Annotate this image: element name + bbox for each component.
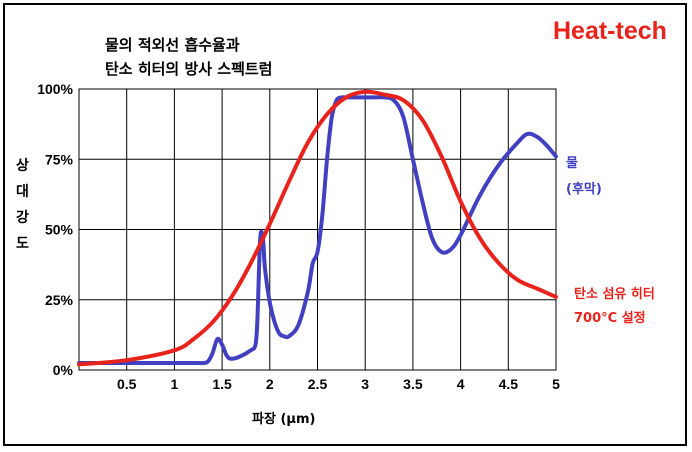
x-axis-label: 파장 (μm) xyxy=(252,411,315,427)
y-tick-label: 75% xyxy=(45,151,74,167)
y-axis-label-2: 대 xyxy=(16,184,29,200)
y-tick-label: 0% xyxy=(53,362,74,378)
x-tick-label: 2 xyxy=(266,376,274,392)
x-tick-label: 3 xyxy=(361,376,369,392)
x-tick-labels: 0.5 1 1.5 2 2.5 3 3.5 4 4.5 5 xyxy=(117,376,560,392)
y-axis-label-3: 강 xyxy=(16,209,29,226)
x-tick-label: 1.5 xyxy=(212,376,232,392)
legend-water-line-2: (후막) xyxy=(566,181,602,197)
y-tick-label: 50% xyxy=(45,222,74,238)
chart-frame xyxy=(3,3,687,446)
x-tick-label: 0.5 xyxy=(117,376,137,392)
y-tick-labels: 0% 25% 50% 75% 100% xyxy=(37,81,73,378)
series-lines xyxy=(77,89,558,367)
brand-logo: Heat-tech xyxy=(553,17,667,45)
chart-title-line-1: 물의 적외선 흡수율과 xyxy=(105,36,240,54)
x-tick-label: 1 xyxy=(171,376,179,392)
x-tick-label: 4 xyxy=(457,376,465,392)
x-tick-label: 2.5 xyxy=(308,376,328,392)
y-axis-label-4: 도 xyxy=(16,236,29,252)
heater-emission-line xyxy=(77,89,558,367)
x-tick-label: 3.5 xyxy=(403,376,423,392)
legend-heater-line-2: 700°C 설정 xyxy=(574,310,646,326)
y-axis-label-1: 상 xyxy=(16,158,29,174)
y-tick-label: 25% xyxy=(45,292,74,308)
y-tick-label: 100% xyxy=(37,81,73,97)
legend-heater-line-1: 탄소 섬유 히터 xyxy=(574,286,655,302)
chart-title-line-2: 탄소 히터의 방사 스펙트럼 xyxy=(105,60,272,78)
legend-water-line-1: 물 xyxy=(566,156,578,171)
x-tick-label: 4.5 xyxy=(499,376,519,392)
x-tick-label: 5 xyxy=(552,376,560,392)
water-absorption-line xyxy=(77,95,558,366)
